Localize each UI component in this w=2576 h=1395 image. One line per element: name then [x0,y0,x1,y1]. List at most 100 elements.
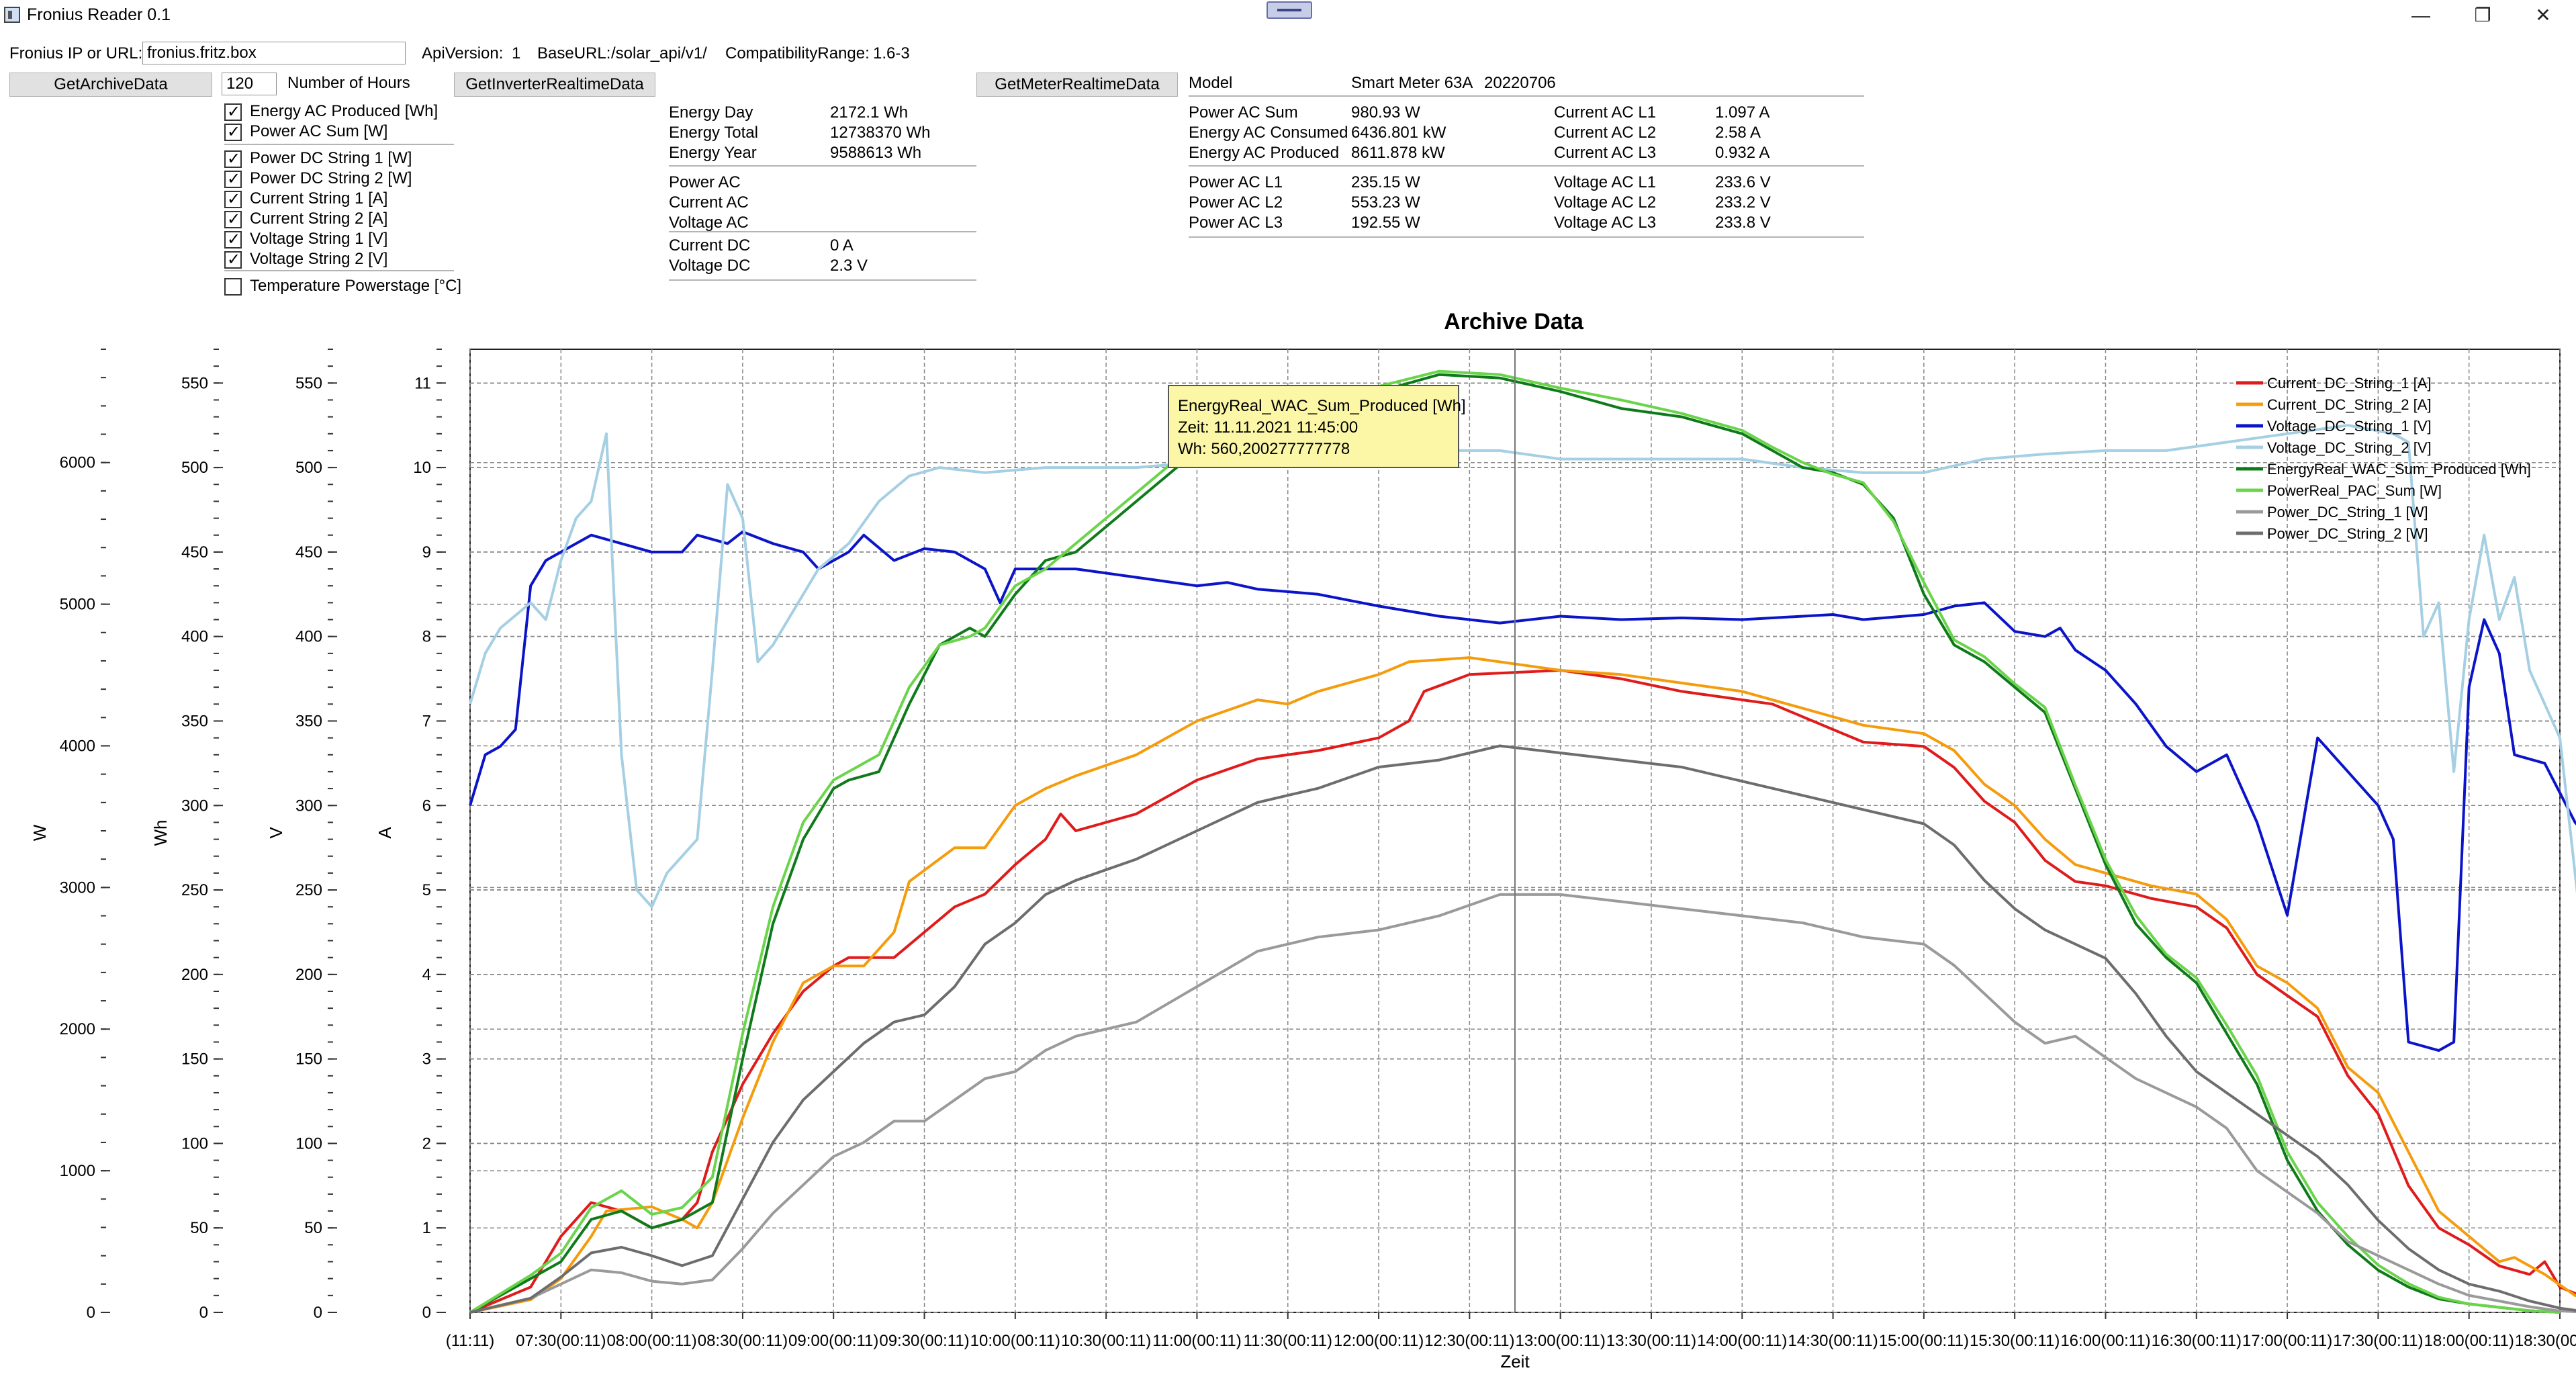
get-archive-data-button[interactable]: GetArchiveData [9,73,212,97]
close-icon[interactable]: ✕ [2535,5,2551,26]
series-line [469,669,2576,1314]
inverter-label: Energy Year [669,144,757,162]
axis-tick-label: 3 [422,1050,431,1069]
minimize-icon[interactable]: — [2411,5,2430,26]
x-tick-label: 10:00(00:11) [970,1332,1060,1350]
axis-tick-label: 50 [304,1219,322,1237]
axis-tick-label: 150 [181,1050,208,1069]
series-checkbox[interactable] [224,169,242,188]
axis-label: Wh [150,820,171,846]
axis-tick-label: 550 [181,374,208,392]
chart-tooltip: EnergyReal_WAC_Sum_Produced [Wh] Zeit: 11… [1168,349,1516,1312]
x-tick-label: 11:00(00:11) [1152,1332,1242,1350]
inverter-label: Voltage DC [669,257,751,275]
get-inverter-realtime-button[interactable]: GetInverterRealtimeData [454,73,655,97]
series-checkbox[interactable] [224,149,242,168]
meter-divider [1189,95,1864,97]
checkbox-divider [224,270,454,271]
series-checkbox-label: Current String 1 [A] [250,189,388,208]
drag-handle-icon[interactable] [1267,1,1312,19]
legend-entry: Current_DC_String_1 [A] [2267,375,2432,392]
series-line [469,373,2561,1314]
axis-tick-label: 150 [295,1050,322,1069]
axis-tick-label: 250 [181,881,208,899]
chart-series [469,369,2576,1314]
meter-model-label: Model [1189,74,1233,92]
api-version-value: 1 [512,44,521,62]
series-checkbox[interactable] [224,250,242,269]
x-tick-label: 18:00(00:11) [2424,1332,2514,1350]
series-checkbox[interactable] [224,102,242,121]
meter-label: Power AC L1 [1189,173,1283,191]
meter-value: 6436.801 kW [1351,124,1446,142]
meter-value: 192.55 W [1351,214,1420,232]
app-icon [4,7,20,23]
axis-tick-label: 250 [295,881,322,899]
x-axis-label: Zeit [1500,1351,1530,1371]
maximize-icon[interactable]: ❐ [2474,5,2491,26]
series-checkbox-label: Power DC String 1 [W] [250,149,412,167]
series-checkbox[interactable] [224,189,242,208]
series-checkbox[interactable] [224,278,242,296]
tooltip-box [1168,385,1459,468]
meter-label: Voltage AC L2 [1554,193,1657,212]
ip-input[interactable] [142,42,406,64]
inverter-label: Current DC [669,236,751,255]
title-bar: Fronius Reader 0.1 — ❐ ✕ [0,0,2576,31]
axis-tick-label: 2 [422,1134,431,1153]
meter-value: 233.2 V [1715,193,1771,212]
x-tick-label: 18:30(00:11) [2515,1332,2576,1350]
x-tick-label: 09:30(00:11) [879,1332,969,1350]
axis-tick-label: 3000 [60,879,95,897]
axis-tick-label: 0 [87,1304,95,1322]
tooltip-text: EnergyReal_WAC_Sum_Produced [Wh] [1178,397,1466,415]
series-checkbox[interactable] [224,210,242,228]
hours-input[interactable] [222,73,277,95]
series-line [469,656,2576,1314]
x-tick-label: 12:00(00:11) [1334,1332,1424,1350]
x-tick-label: 14:30(00:11) [1788,1332,1878,1350]
compat-value: 1.6-3 [873,44,910,62]
meter-label: Current AC L3 [1554,144,1657,162]
axis-tick-label: 300 [295,797,322,815]
inverter-divider [669,165,976,167]
axis-tick-label: 0 [422,1304,431,1322]
meter-label: Power AC L3 [1189,214,1283,232]
x-tick-label: 07:30(00:11) [516,1332,606,1350]
x-tick-label: 11:30(00:11) [1243,1332,1332,1350]
meter-value: 2.58 A [1715,124,1761,142]
axis-tick-label: 6 [422,797,431,815]
meter-label: Voltage AC L1 [1554,173,1657,191]
chart-axes: 0100020003000400050006000W05010015020025… [30,349,446,1322]
axis-tick-label: 500 [181,459,208,477]
axis-tick-label: 400 [181,628,208,646]
x-tick-label: 17:00(00:11) [2242,1332,2332,1350]
chart-title: Archive Data [1444,309,1584,334]
get-meter-realtime-button[interactable]: GetMeterRealtimeData [976,73,1178,97]
axis-tick-label: 5 [422,881,431,899]
meter-value: 1.097 A [1715,103,1770,122]
series-checkbox-label: Power DC String 2 [W] [250,169,412,187]
meter-value: 233.8 V [1715,214,1771,232]
x-tick-label: 13:00(00:11) [1515,1332,1605,1350]
series-checkbox[interactable] [224,122,242,141]
series-checkbox[interactable] [224,230,242,249]
x-tick-label: 08:00(00:11) [606,1332,696,1350]
axis-tick-label: 200 [295,966,322,984]
meter-label: Voltage AC L3 [1554,214,1657,232]
x-tick-label: 13:30(00:11) [1606,1332,1696,1350]
axis-tick-label: 5000 [60,596,95,614]
axis-tick-label: 450 [181,543,208,561]
axis-label: V [266,827,286,839]
x-tick-label: 14:00(00:11) [1697,1332,1787,1350]
axis-tick-label: 350 [181,712,208,730]
axis-tick-label: 50 [190,1219,208,1237]
archive-chart[interactable]: Archive Data 0100020003000400050006000W0… [0,296,2576,1395]
x-tick-label: 15:00(00:11) [1879,1332,1969,1350]
meter-divider [1189,165,1864,167]
series-line [469,530,2576,1052]
meter-value: 235.15 W [1351,173,1420,191]
axis-tick-label: 300 [181,797,208,815]
meter-label: Power AC L2 [1189,193,1283,212]
inverter-label: Energy Total [669,124,758,142]
